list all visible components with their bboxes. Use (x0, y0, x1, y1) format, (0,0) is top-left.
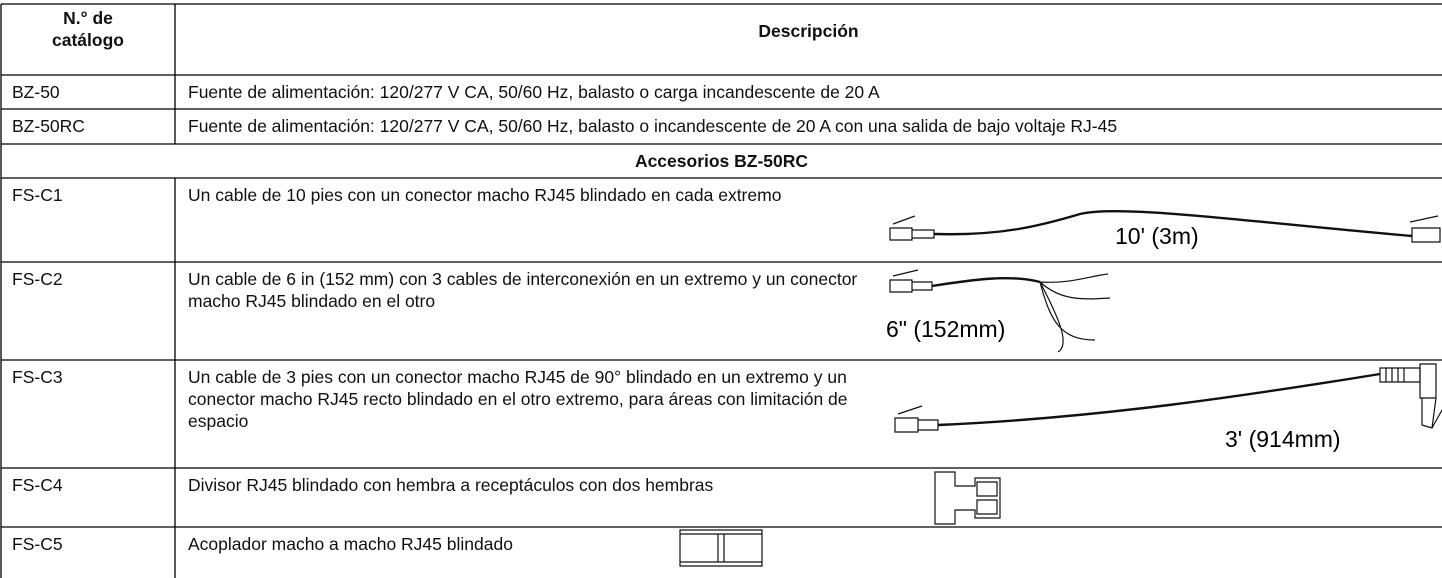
header-text: N.° de catálogo (52, 8, 124, 50)
section-title: Accesorios BZ-50RC (634, 151, 809, 171)
description-cell: Divisor RJ45 blindado con hembra a recep… (188, 475, 714, 495)
description-cell: Un cable de 10 pies con un conector mach… (188, 185, 782, 205)
dimension-label: 3' (914mm) (1225, 426, 1341, 452)
description-cell: Fuente de alimentación: 120/277 V CA, 50… (188, 116, 1118, 136)
cable-drawing (889, 209, 1441, 243)
catalog-cell: BZ-50 (12, 82, 60, 102)
dimension-label: 6" (152mm) (886, 316, 1005, 342)
header-cell: N.° de catálogo (1, 7, 175, 51)
catalog-cell: FS-C2 (12, 269, 63, 289)
header-cell: Descripción (758, 21, 859, 41)
cable-drawing (889, 269, 1111, 353)
catalog-cell: FS-C3 (12, 367, 63, 387)
splitter-drawing (934, 471, 1001, 525)
description-cell: Fuente de alimentación: 120/277 V CA, 50… (188, 82, 880, 102)
catalog-cell: FS-C1 (12, 185, 63, 205)
description-cell: Un cable de 6 in (152 mm) con 3 cables d… (188, 269, 858, 311)
catalog-cell: FS-C5 (12, 534, 63, 554)
description-cell: Acoplador macho a macho RJ45 blindado (188, 534, 513, 554)
catalog-cell: FS-C4 (12, 475, 63, 495)
catalog-cell: BZ-50RC (12, 116, 85, 136)
dimension-label: 10' (3m) (1115, 223, 1199, 249)
cable-drawing (894, 363, 1442, 433)
coupler-drawing (679, 529, 763, 567)
description-cell: Un cable de 3 pies con un conector macho… (188, 367, 848, 431)
